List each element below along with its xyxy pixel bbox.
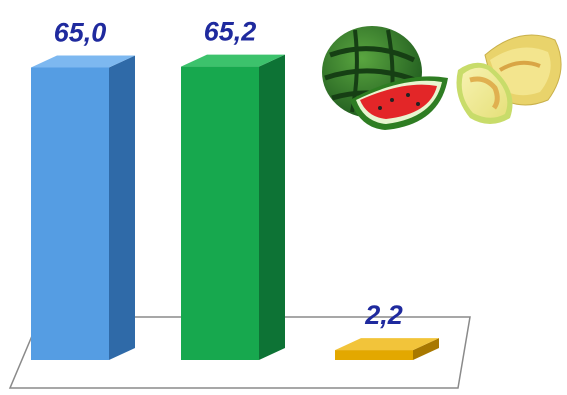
bar-1-side — [109, 55, 135, 360]
bars-layer — [31, 54, 439, 360]
watermelon-illustration — [322, 26, 448, 130]
bar-2-side — [259, 54, 285, 360]
bar-2-front — [181, 66, 259, 360]
data-labels-layer: 65,0 65,2 2,2 — [54, 17, 403, 331]
bar-3-front — [335, 350, 413, 360]
bar-1-front — [31, 67, 109, 360]
bar-2-top — [181, 54, 285, 67]
data-label-1: 65,0 — [54, 18, 107, 48]
bar-2 — [181, 54, 285, 360]
bar-1 — [31, 55, 135, 360]
cantaloupe-melon-illustration — [456, 34, 562, 124]
bar-1-top — [31, 55, 135, 68]
data-label-2: 65,2 — [204, 17, 257, 47]
bar-3 — [335, 338, 439, 360]
bar-3-side — [413, 338, 439, 360]
data-label-3: 2,2 — [364, 300, 403, 330]
bar-3-top — [335, 338, 439, 351]
